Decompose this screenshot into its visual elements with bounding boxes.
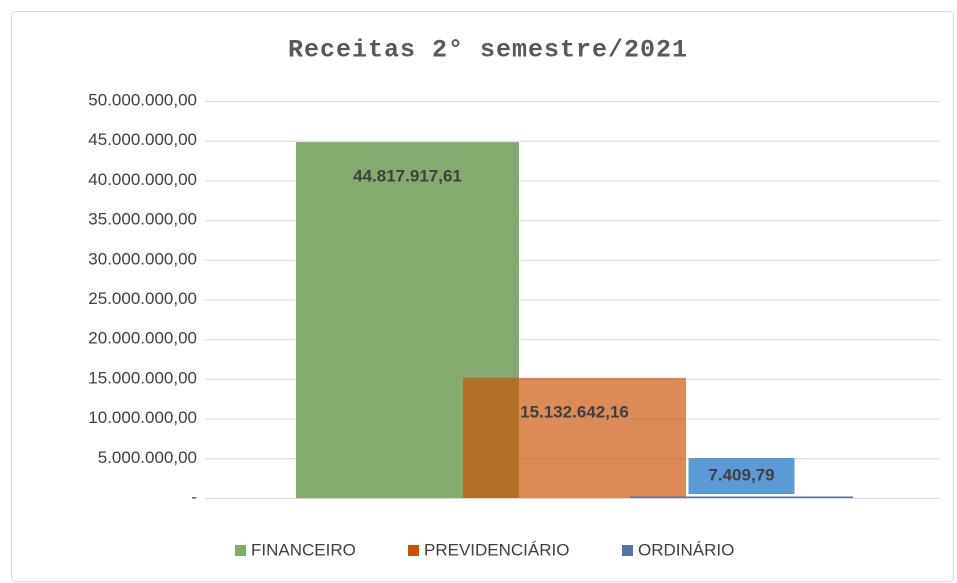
value-label: 7.409,79: [708, 465, 774, 484]
y-tick-label: 25.000.000,00: [88, 289, 197, 308]
legend-label: PREVIDENCIÁRIO: [424, 540, 569, 559]
y-tick-label: 30.000.000,00: [88, 249, 197, 268]
y-tick-label: 45.000.000,00: [88, 130, 197, 149]
legend-swatch: [235, 545, 246, 556]
y-tick-label: 40.000.000,00: [88, 170, 197, 189]
legend-swatch: [408, 545, 419, 556]
value-label-box: [354, 159, 461, 196]
value-label-box: [688, 458, 795, 494]
value-label-box: [521, 394, 628, 431]
legend-label: ORDINÁRIO: [638, 540, 734, 559]
value-label: 15.132.642,16: [520, 402, 629, 421]
y-tick-label: -: [191, 487, 197, 506]
y-tick-label: 10.000.000,00: [88, 408, 197, 427]
legend-label: FINANCEIRO: [251, 540, 356, 559]
y-tick-label: 50.000.000,00: [88, 90, 197, 109]
legend-swatch: [622, 545, 633, 556]
chart-title: Receitas 2° semestre/2021: [288, 36, 688, 65]
y-tick-label: 20.000.000,00: [88, 329, 197, 348]
value-label: 44.817.917,61: [353, 167, 462, 186]
y-tick-label: 5.000.000,00: [98, 448, 197, 467]
y-tick-label: 15.000.000,00: [88, 368, 197, 387]
bar: [630, 496, 853, 498]
y-tick-label: 35.000.000,00: [88, 210, 197, 229]
